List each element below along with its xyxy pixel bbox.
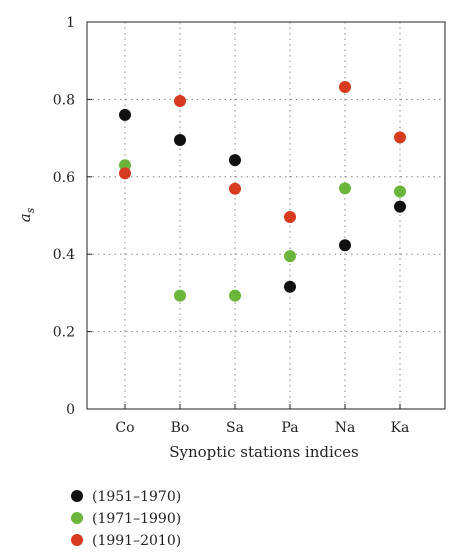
x-axis-label: Synoptic stations indices [169,443,359,461]
x-tick-label: Ka [391,420,410,436]
y-tick-label: 0 [66,402,75,418]
x-axis: Co Bo Sa Pa Na Ka [115,404,409,436]
plot-frame [86,21,446,410]
data-point [119,167,131,180]
y-tick-label: 0.6 [53,170,75,186]
grid [87,22,445,409]
data-point [284,250,296,263]
y-axis-label-subscript: s [24,207,37,213]
y-axis-label: as [16,207,37,222]
data-points [119,81,406,302]
data-point [339,239,351,252]
data-point [174,134,186,147]
data-point [394,185,406,198]
x-tick-label: Co [115,420,134,436]
x-tick-label: Bo [171,420,190,436]
data-point [119,108,131,121]
y-axis: 0 0.2 0.4 0.6 0.8 1 [53,15,92,418]
x-tick-label: Sa [226,420,244,436]
legend-label: (1971–1990) [92,511,181,527]
data-point [284,280,296,293]
data-point [229,289,241,302]
data-point [174,94,186,107]
data-point [394,131,406,144]
data-point [229,154,241,167]
y-tick-label: 0.8 [53,92,75,108]
legend-marker [71,490,83,502]
data-point [284,211,296,224]
y-axis-label-main: a [16,213,34,222]
legend-marker [71,534,83,546]
legend-label: (1991–2010) [92,533,181,549]
data-point [229,182,241,195]
legend-marker [71,512,83,524]
y-tick-label: 1 [66,15,75,31]
y-tick-label: 0.2 [53,325,75,341]
legend-label: (1951–1970) [92,489,181,505]
x-tick-label: Pa [281,420,298,436]
data-point [339,182,351,195]
data-point [339,81,351,94]
data-point [394,200,406,213]
y-tick-label: 0.4 [53,247,75,263]
legend: (1951–1970) (1971–1990) (1991–2010) [71,489,181,549]
x-tick-label: Na [335,420,356,436]
data-point [174,289,186,302]
